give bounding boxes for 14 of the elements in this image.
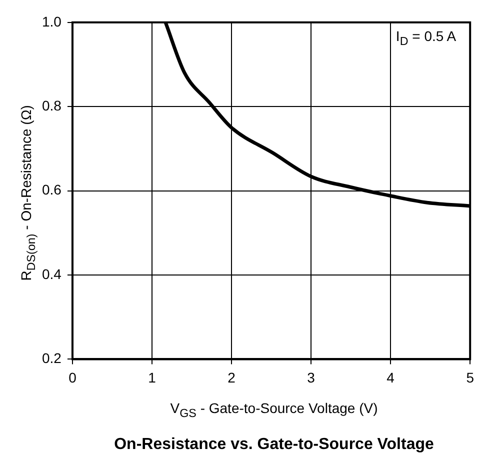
x-tick-label: 0 — [68, 369, 77, 386]
annotation: I$_{D}$ = 0.5 A — [396, 28, 456, 48]
text: On-Resistance vs. Gate-to-Source Voltage — [113, 436, 435, 454]
y-tick-label: 0.8 — [42, 97, 62, 114]
x-tick-label: 3 — [307, 369, 316, 386]
y-tick-label: 0.2 — [42, 350, 62, 366]
y-tick-label: 1.0 — [42, 13, 62, 30]
x-axis-title: V$_{GS}$ - Gate-to-Source Voltage (V) — [169, 400, 379, 420]
x-tick-label: 1 — [148, 369, 156, 386]
x-tick-label: 2 — [228, 369, 236, 386]
y-tick-label: 0.4 — [42, 266, 62, 282]
x-tick-label: 5 — [466, 369, 474, 386]
x-tick-label: 4 — [386, 369, 395, 386]
y-tick-label: 0.6 — [42, 182, 62, 198]
